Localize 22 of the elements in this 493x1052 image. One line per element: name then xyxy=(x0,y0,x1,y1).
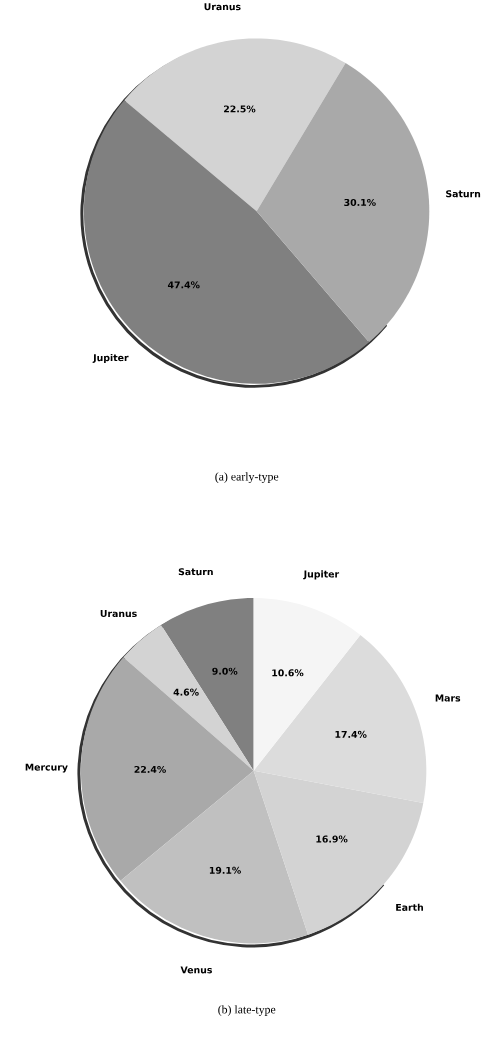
text: (b) late-type xyxy=(218,1005,276,1016)
slice-label: Jupiter xyxy=(302,570,339,580)
slice-label: Uranus xyxy=(100,610,137,618)
data-label: 30.1% xyxy=(344,198,376,206)
data-label: 9.0% xyxy=(212,667,238,675)
data-label: 19.1% xyxy=(209,866,241,874)
data-label: 10.6% xyxy=(272,669,304,677)
slice-label: Mars xyxy=(435,694,460,702)
data-label: 4.6% xyxy=(173,688,199,696)
text: (a) early-type xyxy=(215,472,279,483)
slice-label: Earth xyxy=(395,903,423,911)
slice-label: Uranus xyxy=(204,3,241,11)
slice-label: Saturn xyxy=(178,568,213,576)
slice-label: Saturn xyxy=(445,190,480,198)
slice-label: Mercury xyxy=(25,763,68,773)
data-label: 16.9% xyxy=(316,835,348,843)
data-label: 22.5% xyxy=(223,105,256,113)
data-label: 17.4% xyxy=(335,730,367,738)
slice-label: Jupiter xyxy=(92,354,129,364)
data-label: 47.4% xyxy=(167,281,200,289)
slice-label: Venus xyxy=(180,966,212,974)
data-label: 22.4% xyxy=(134,765,166,773)
